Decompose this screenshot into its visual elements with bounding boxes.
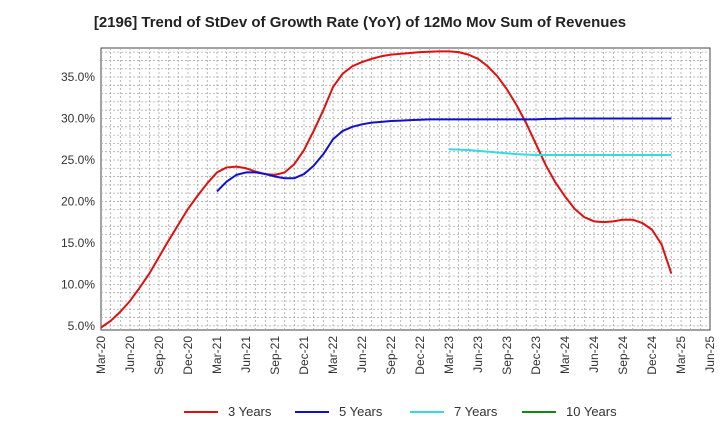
x-tick-label: Sep-23 — [500, 336, 514, 375]
x-tick-label: Mar-22 — [326, 336, 340, 374]
legend-label-7-years: 7 Years — [454, 404, 498, 419]
legend-label-3-years: 3 Years — [228, 404, 272, 419]
y-tick-label: 30.0% — [61, 112, 95, 126]
x-tick-label: Mar-25 — [674, 336, 688, 374]
y-tick-label: 20.0% — [61, 194, 95, 208]
x-tick-label: Jun-22 — [355, 336, 369, 373]
legend-item-10-years: 10 Years — [522, 404, 617, 419]
x-tick-label: Sep-21 — [268, 336, 282, 375]
x-tick-label: Dec-21 — [297, 336, 311, 375]
gridlines — [101, 48, 710, 330]
plot-area — [100, 47, 711, 331]
x-tick-label: Sep-22 — [384, 336, 398, 375]
y-axis-ticks: 5.0% 10.0% 15.0% 20.0% 25.0% 30.0% 35.0% — [61, 70, 95, 333]
chart-title: [2196] Trend of StDev of Growth Rate (Yo… — [93, 14, 627, 31]
x-tick-label: Jun-23 — [471, 336, 485, 373]
x-tick-label: Jun-25 — [703, 336, 717, 373]
legend-swatch-5-years — [295, 410, 329, 413]
x-axis-ticks: Mar-20 Jun-20 Sep-20 Dec-20 Mar-21 Jun-21 Sep-… — [94, 336, 717, 375]
legend-item-3-years: 3 Years — [184, 404, 271, 419]
x-tick-label: Jun-24 — [587, 336, 601, 373]
x-tick-label: Sep-20 — [152, 336, 166, 375]
x-tick-label: Sep-24 — [616, 336, 630, 375]
legend-item-7-years: 7 Years — [410, 404, 497, 419]
x-tick-label: Jun-21 — [239, 336, 253, 373]
x-tick-label: Mar-23 — [442, 336, 456, 374]
y-tick-label: 25.0% — [61, 153, 95, 167]
y-tick-label: 5.0% — [68, 319, 96, 333]
legend-swatch-7-years — [410, 410, 444, 413]
x-tick-label: Dec-24 — [645, 336, 659, 375]
series-lines — [100, 50, 673, 329]
x-tick-label: Jun-20 — [123, 336, 137, 373]
legend-label-5-years: 5 Years — [339, 404, 383, 419]
series-line-7-years — [448, 148, 672, 156]
y-tick-label: 35.0% — [61, 70, 95, 84]
x-tick-label: Dec-23 — [529, 336, 543, 375]
y-tick-label: 10.0% — [61, 277, 95, 291]
legend-swatch-3-years — [184, 410, 218, 413]
legend-swatch-10-years — [522, 410, 556, 413]
legend-item-5-years: 5 Years — [295, 404, 382, 419]
legend-label-10-years: 10 Years — [566, 404, 617, 419]
legend: 3 Years 5 Years 7 Years 10 Years — [0, 404, 720, 428]
x-tick-label: Dec-20 — [181, 336, 195, 375]
x-tick-label: Dec-22 — [413, 336, 427, 375]
series-line-3-years — [100, 50, 673, 329]
x-tick-label: Mar-21 — [210, 336, 224, 374]
x-tick-label: Mar-24 — [558, 336, 572, 374]
y-tick-label: 15.0% — [61, 236, 95, 250]
series-line-5-years — [216, 117, 672, 193]
x-tick-label: Mar-20 — [94, 336, 108, 374]
